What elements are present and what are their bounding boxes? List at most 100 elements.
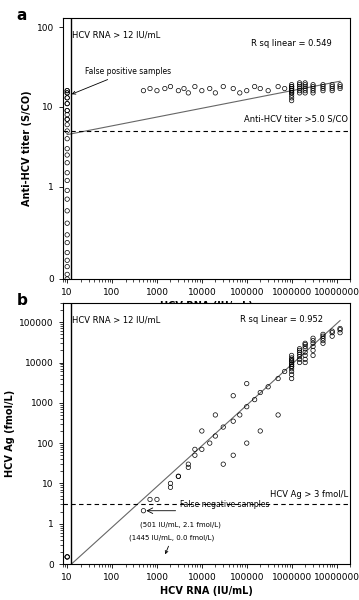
Point [289,88,294,98]
Point [162,84,168,94]
Point [230,416,236,426]
Point [220,422,226,432]
Point [64,134,70,143]
Point [297,84,302,94]
Point [186,88,191,98]
Text: R sq Linear = 0.952: R sq Linear = 0.952 [240,315,323,324]
Point [176,472,181,481]
Point [168,482,173,492]
Point [329,84,335,94]
Point [282,84,288,94]
Point [289,362,294,371]
Point [199,445,205,454]
Point [192,82,198,91]
Point [64,280,70,289]
Point [297,355,302,364]
Point [257,84,263,94]
Point [289,84,294,94]
Point [297,82,302,91]
Point [310,336,316,346]
Point [257,426,263,436]
Point [64,106,70,115]
Text: HCV RNA > 12 IU/mL: HCV RNA > 12 IU/mL [72,315,160,324]
Point [199,426,205,436]
Point [154,86,160,95]
Point [289,356,294,365]
Point [168,479,173,488]
Point [213,431,218,441]
Text: HCV RNA > 12 IU/mL: HCV RNA > 12 IU/mL [72,31,160,40]
Point [252,82,257,91]
Y-axis label: Anti-HCV titer (S/CO): Anti-HCV titer (S/CO) [22,91,32,206]
Point [64,93,70,103]
Point [64,238,70,247]
Point [64,150,70,160]
Point [289,84,294,94]
Point [147,84,153,94]
Point [310,86,316,95]
Point [64,120,70,130]
Text: False negative samples: False negative samples [180,500,269,509]
Point [297,347,302,357]
Point [207,84,213,94]
Point [64,168,70,178]
Point [275,374,281,383]
Point [181,84,187,94]
Point [64,158,70,167]
Point [337,84,343,94]
Point [244,379,250,388]
Point [64,93,70,103]
Point [64,88,70,98]
Point [289,370,294,379]
Text: Anti-HCV titer >5.0 S/CO: Anti-HCV titer >5.0 S/CO [244,114,348,123]
Point [320,80,326,89]
Point [64,176,70,185]
Point [64,552,70,562]
Point [64,256,70,265]
Point [329,80,335,89]
Point [220,460,226,469]
Point [237,410,243,420]
Point [289,374,294,383]
Point [64,185,70,195]
Point [289,358,294,367]
Point [302,341,308,351]
Point [141,506,146,515]
Point [329,328,335,337]
Point [257,388,263,397]
Point [289,362,294,371]
Point [64,218,70,228]
Point [329,86,335,95]
X-axis label: HCV RNA (IU/mL): HCV RNA (IU/mL) [160,301,253,311]
Point [297,349,302,359]
Point [302,347,308,357]
Point [64,269,70,279]
Point [297,86,302,95]
Point [265,86,271,95]
Point [329,82,335,91]
Point [230,391,236,401]
Point [230,451,236,460]
Point [320,86,326,95]
Point [302,82,308,91]
Point [329,326,335,336]
Text: HCV Ag > 3 fmol/L: HCV Ag > 3 fmol/L [270,490,348,499]
Y-axis label: HCV Ag (fmol/L): HCV Ag (fmol/L) [5,390,15,477]
Point [310,84,316,94]
Point [337,82,343,91]
Point [275,82,281,91]
Point [244,439,250,448]
Point [320,82,326,91]
Text: R sq linear = 0.549: R sq linear = 0.549 [251,40,332,49]
Point [64,86,70,95]
Point [147,494,153,504]
Point [289,96,294,106]
Point [320,84,326,94]
Point [64,262,70,271]
Point [64,88,70,98]
Point [289,356,294,365]
Point [244,86,250,95]
Point [289,82,294,91]
Point [168,82,173,91]
Point [289,80,294,89]
